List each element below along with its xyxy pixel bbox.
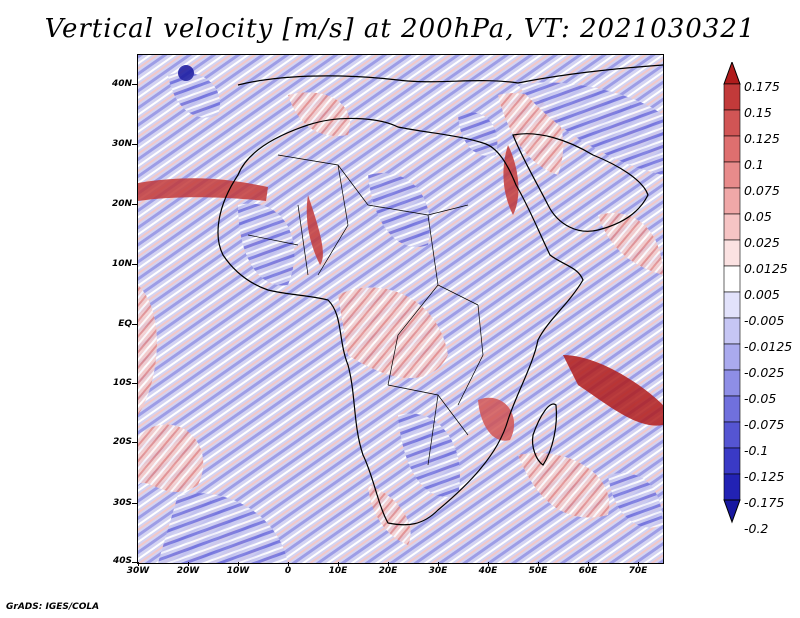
lon-tick — [288, 562, 289, 566]
lon-tick — [338, 562, 339, 566]
lon-tick — [488, 562, 489, 566]
colorbar-box — [723, 109, 741, 137]
lon-label: 50E — [528, 566, 548, 576]
lat-label: 20S — [112, 437, 132, 447]
lat-label: 20N — [111, 199, 132, 209]
colorbar-label: -0.125 — [744, 469, 785, 484]
lat-label: 30S — [112, 498, 132, 508]
arabia-coastline — [512, 133, 649, 232]
lon-tick — [538, 562, 539, 566]
colorbar-label: -0.005 — [744, 313, 785, 328]
lat-tick — [132, 562, 137, 563]
country-borders — [247, 154, 484, 466]
colorbar-label: 0.075 — [744, 183, 780, 198]
credit-footer: GrADS: IGES/COLA — [6, 602, 100, 612]
lon-label: 40E — [478, 566, 498, 576]
colorbar-bottom-arrow — [723, 499, 741, 524]
lat-tick — [132, 442, 137, 443]
lat-label: 30N — [111, 139, 132, 149]
lat-tick — [132, 383, 137, 384]
lon-label: 60E — [578, 566, 598, 576]
lon-label: 0 — [284, 566, 292, 576]
lon-label: 30E — [428, 566, 448, 576]
lon-tick — [138, 562, 139, 566]
colorbar-box — [723, 83, 741, 111]
lat-tick — [132, 324, 137, 325]
velocity-field-svg — [138, 55, 663, 563]
lon-label: 20E — [378, 566, 398, 576]
colorbar-label: 0.025 — [744, 235, 780, 250]
colorbar-box — [723, 317, 741, 345]
lon-label: 20W — [176, 566, 200, 576]
lon-tick — [588, 562, 589, 566]
colorbar-box — [723, 187, 741, 215]
lat-tick — [132, 503, 137, 504]
colorbar-box — [723, 161, 741, 189]
colorbar-label: 0.05 — [744, 209, 772, 224]
colorbar-label: -0.05 — [744, 391, 777, 406]
map-title: Vertical velocity [m/s] at 200hPa, VT: 2… — [44, 14, 756, 44]
lon-label: 10W — [226, 566, 250, 576]
lat-label: 10S — [112, 378, 132, 388]
colorbar-label: -0.175 — [744, 495, 785, 510]
colorbar-label: 0.15 — [744, 105, 772, 120]
negative-velocity-areas — [158, 65, 663, 563]
lat-tick — [132, 204, 137, 205]
colorbar-top-arrow — [723, 62, 741, 85]
lon-tick — [438, 562, 439, 566]
lon-label: 30W — [126, 566, 150, 576]
colorbar-box — [723, 369, 741, 397]
lat-label: EQ — [118, 319, 132, 329]
colorbar-label: -0.0125 — [744, 339, 793, 354]
colorbar — [723, 62, 741, 524]
africa-coastline — [217, 117, 584, 526]
colorbar-label: 0.125 — [744, 131, 780, 146]
lon-label: 10E — [328, 566, 348, 576]
colorbar-label: -0.2 — [744, 521, 769, 536]
colorbar-box — [723, 343, 741, 371]
colorbar-label: 0.005 — [744, 287, 780, 302]
colorbar-box — [723, 291, 741, 319]
lat-label: 10N — [111, 259, 132, 269]
coastlines — [217, 64, 663, 526]
colorbar-box — [723, 421, 741, 449]
colorbar-box — [723, 447, 741, 475]
colorbar-box — [723, 239, 741, 267]
madagascar-coastline — [531, 403, 558, 466]
lon-tick — [638, 562, 639, 566]
colorbar-label: 0.1 — [744, 157, 764, 172]
colorbar-box — [723, 213, 741, 241]
lat-tick — [132, 84, 137, 85]
lon-tick — [388, 562, 389, 566]
lon-label: 70E — [628, 566, 648, 576]
lat-label: 40S — [112, 556, 132, 566]
velocity-map — [137, 54, 664, 564]
colorbar-box — [723, 135, 741, 163]
lon-tick — [238, 562, 239, 566]
colorbar-box — [723, 265, 741, 293]
lon-tick — [188, 562, 189, 566]
colorbar-label: -0.025 — [744, 365, 785, 380]
colorbar-box — [723, 395, 741, 423]
colorbar-box — [723, 473, 741, 501]
colorbar-label: 0.0125 — [744, 261, 788, 276]
colorbar-label: -0.075 — [744, 417, 785, 432]
lat-tick — [132, 144, 137, 145]
colorbar-label: 0.175 — [744, 79, 780, 94]
lat-label: 40N — [111, 79, 132, 89]
europe-coastline — [237, 64, 663, 86]
lat-tick — [132, 264, 137, 265]
colorbar-label: -0.1 — [744, 443, 769, 458]
